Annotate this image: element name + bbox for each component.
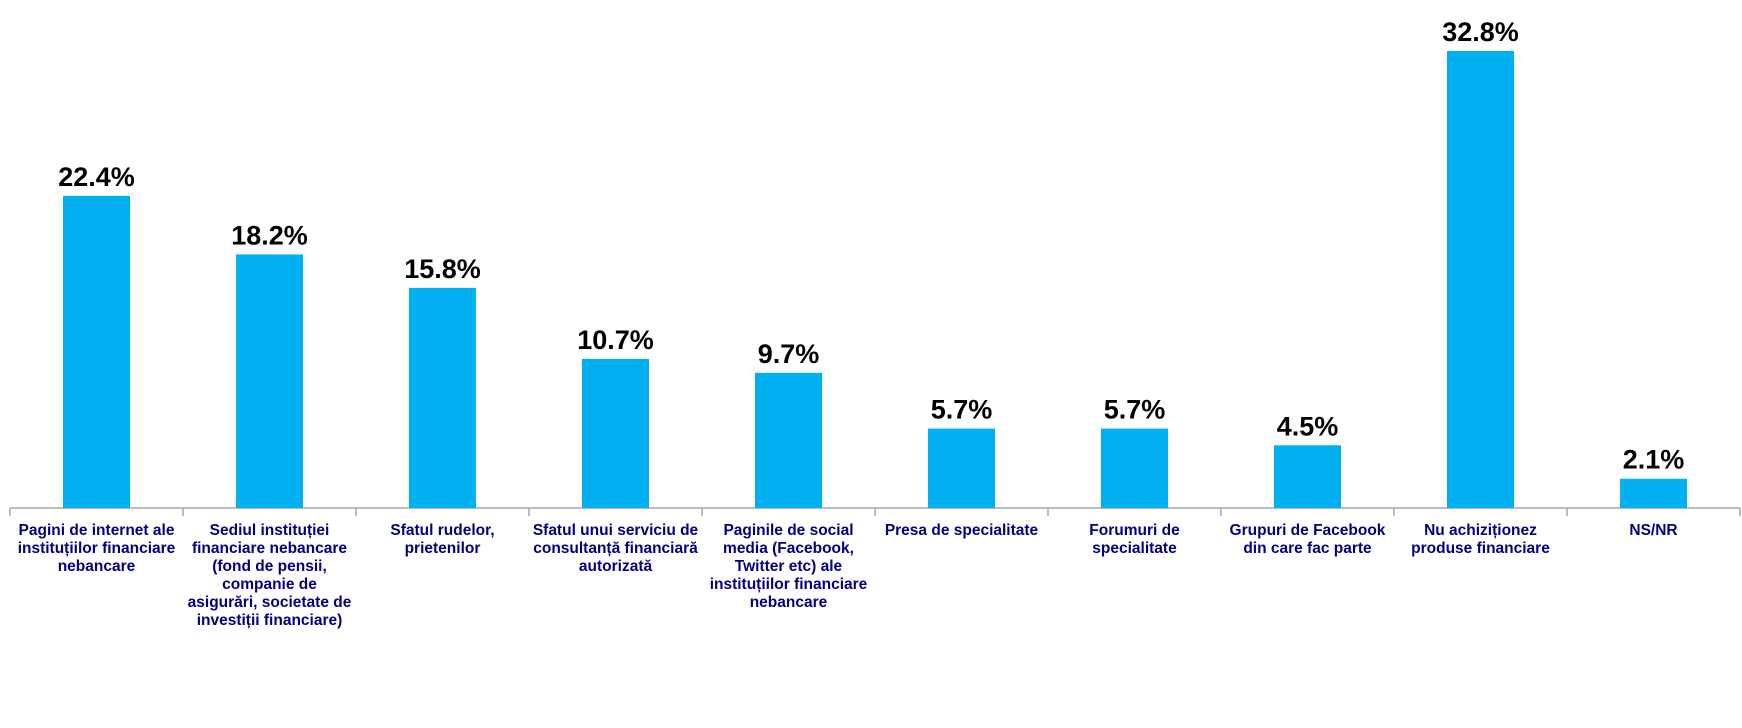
bar-value-label: 32.8% (1442, 17, 1519, 47)
bar (755, 372, 822, 508)
bar-value-label: 5.7% (931, 395, 993, 425)
bar (409, 287, 476, 508)
bar (1101, 428, 1168, 508)
bar (928, 428, 995, 508)
category-label: NS/NR (1629, 522, 1678, 539)
bar (236, 254, 303, 508)
bar-value-label: 5.7% (1104, 395, 1166, 425)
bar (1620, 478, 1687, 508)
category-label: Paginile de social media (Facebook, Twit… (709, 522, 868, 611)
bar (63, 195, 130, 508)
bar-value-label: 18.2% (231, 220, 308, 250)
bar-value-label: 15.8% (404, 254, 481, 284)
bar-value-label: 10.7% (577, 325, 654, 355)
bar (1447, 51, 1514, 508)
category-label: Sfatul unui serviciu de consultanță fina… (532, 522, 699, 575)
category-label: Sediul instituției financiare nebancare … (187, 522, 352, 629)
bar-value-label: 2.1% (1623, 445, 1685, 475)
bar-value-label: 9.7% (758, 339, 820, 369)
category-label: Forumuri de specialitate (1089, 522, 1180, 557)
bar (1274, 445, 1341, 508)
category-label: Nu achiziționez produse financiare (1411, 522, 1550, 557)
category-label: Sfatul rudelor, prietenilor (390, 522, 495, 557)
category-label: Grupuri de Facebook din care fac parte (1229, 522, 1386, 557)
bar-value-label: 4.5% (1277, 411, 1339, 441)
category-label: Pagini de internet ale instituțiilor fin… (17, 522, 176, 575)
bar (582, 358, 649, 508)
bar-value-label: 22.4% (58, 162, 135, 192)
category-label: Presa de specialitate (884, 522, 1039, 539)
